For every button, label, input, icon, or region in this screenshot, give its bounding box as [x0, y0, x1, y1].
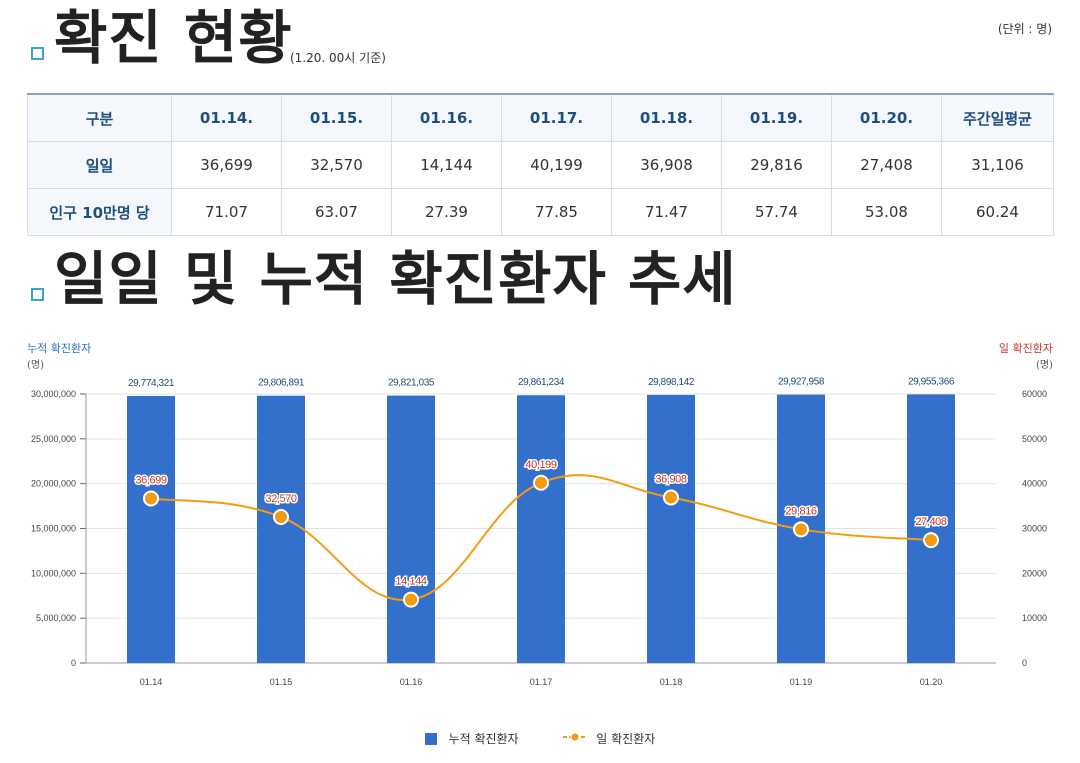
table-cell: 57.74: [721, 188, 832, 236]
right-tick-label: 10000: [1022, 613, 1047, 623]
status-title: 확진 현황: [54, 4, 293, 72]
daily-data-label: 40,199: [525, 459, 557, 471]
table-header-row: 구분 01.14. 01.15. 01.16. 01.17. 01.18. 01…: [27, 93, 1054, 142]
right-tick-label: 40000: [1022, 479, 1047, 489]
col-header: 01.14.: [171, 93, 282, 142]
left-tick-label: 20,000,000: [31, 479, 76, 489]
right-tick-label: 20000: [1022, 568, 1047, 578]
daily-data-label: 27,408: [915, 516, 947, 528]
daily-point: [923, 532, 939, 549]
daily-point: [143, 490, 159, 507]
table-cell: 27.39: [391, 188, 502, 236]
bar: [907, 394, 955, 663]
left-tick-label: 25,000,000: [31, 434, 76, 444]
bar: [127, 396, 175, 663]
col-header: 주간일평균: [941, 93, 1054, 142]
x-tick-label: 01.17: [530, 677, 553, 687]
daily-point: [533, 474, 549, 491]
right-axis-title: 일 확진환자: [999, 341, 1053, 355]
table-cell: 36,699: [171, 141, 282, 189]
bar-data-label: 29,774,321: [128, 378, 175, 389]
col-header: 01.17.: [501, 93, 612, 142]
table-cell: 14,144: [391, 141, 502, 189]
bar-data-label: 29,861,234: [518, 377, 565, 388]
bar-data-label: 29,821,035: [388, 378, 435, 389]
table-cell: 53.08: [831, 188, 942, 236]
right-axis-unit: (명): [1036, 359, 1053, 371]
bar: [387, 395, 435, 663]
legend-label-daily: 일 확진환자: [596, 732, 656, 746]
left-tick-label: 30,000,000: [31, 389, 76, 399]
legend-bar-icon: [424, 732, 437, 745]
x-tick-label: 01.18: [660, 677, 683, 687]
right-tick-label: 50000: [1022, 434, 1047, 444]
trend-title: 일일 및 누적 확진환자 추세: [54, 245, 737, 313]
row-header: 인구 10만명 당: [27, 188, 172, 236]
table-cell: 71.47: [611, 188, 722, 236]
table-cell: 60.24: [941, 188, 1054, 236]
left-axis-title: 누적 확진환자: [27, 342, 91, 355]
bar: [647, 394, 695, 663]
left-tick-label: 15,000,000: [31, 524, 76, 534]
bar-data-label: 29,898,142: [648, 377, 695, 388]
unit-label: (단위 : 명): [997, 22, 1052, 36]
table-cell: 71.07: [171, 188, 282, 236]
col-header: 구분: [27, 93, 172, 142]
bar-data-label: 29,927,958: [778, 377, 825, 388]
x-tick-label: 01.14: [140, 677, 163, 687]
col-header: 01.19.: [721, 93, 832, 142]
col-header: 01.15.: [281, 93, 392, 142]
right-tick-label: 30000: [1022, 524, 1047, 534]
table-cell: 31,106: [941, 141, 1054, 189]
bar: [517, 395, 565, 663]
daily-data-label: 14,144: [395, 576, 427, 588]
left-tick-label: 5,000,000: [36, 613, 76, 623]
bar-data-label: 29,955,366: [908, 376, 955, 387]
legend-line-icon: [562, 731, 588, 746]
bar-data-label: 29,806,891: [258, 378, 305, 389]
table-cell: 36,908: [611, 141, 722, 189]
x-tick-label: 01.19: [790, 677, 813, 687]
daily-point: [273, 508, 289, 525]
right-tick-label: 0: [1022, 658, 1027, 668]
table-cell: 40,199: [501, 141, 612, 189]
table-row: 인구 10만명 당 71.07 63.07 27.39 77.85 71.47 …: [27, 188, 1054, 236]
row-header: 일일: [27, 141, 172, 189]
daily-point: [403, 591, 419, 608]
left-tick-label: 0: [71, 658, 76, 668]
bar: [257, 395, 305, 663]
x-tick-label: 01.20: [920, 677, 943, 687]
col-header: 01.20.: [831, 93, 942, 142]
table-row: 일일 36,699 32,570 14,144 40,199 36,908 29…: [27, 141, 1054, 189]
daily-point: [663, 489, 679, 506]
chart-legend: 누적 확진환자 일 확진환자: [0, 730, 1080, 747]
table-cell: 32,570: [281, 141, 392, 189]
section-bullet-icon: [31, 288, 44, 301]
daily-data-label: 36,908: [655, 474, 687, 486]
right-tick-label: 60000: [1022, 389, 1047, 399]
daily-point: [793, 521, 809, 538]
status-basis: (1.20. 00시 기준): [290, 51, 386, 65]
trend-chart: 0 0 5,000,000 10000 10,000,000 20000 15,000,00…: [27, 341, 1053, 687]
left-tick-label: 10,000,000: [31, 568, 76, 578]
status-table: 구분 01.14. 01.15. 01.16. 01.17. 01.18. 01…: [27, 93, 1054, 236]
daily-data-label: 32,570: [265, 493, 297, 505]
table-cell: 29,816: [721, 141, 832, 189]
col-header: 01.18.: [611, 93, 722, 142]
col-header: 01.16.: [391, 93, 502, 142]
table-cell: 63.07: [281, 188, 392, 236]
daily-data-label: 36,699: [135, 474, 167, 486]
table-cell: 27,408: [831, 141, 942, 189]
left-axis-unit: (명): [27, 359, 44, 371]
section-bullet-icon: [31, 47, 44, 60]
daily-data-label: 29,816: [785, 505, 817, 517]
legend-label-cumulative: 누적 확진환자: [448, 732, 519, 746]
x-tick-label: 01.15: [270, 677, 293, 687]
table-cell: 77.85: [501, 188, 612, 236]
x-tick-label: 01.16: [400, 677, 423, 687]
